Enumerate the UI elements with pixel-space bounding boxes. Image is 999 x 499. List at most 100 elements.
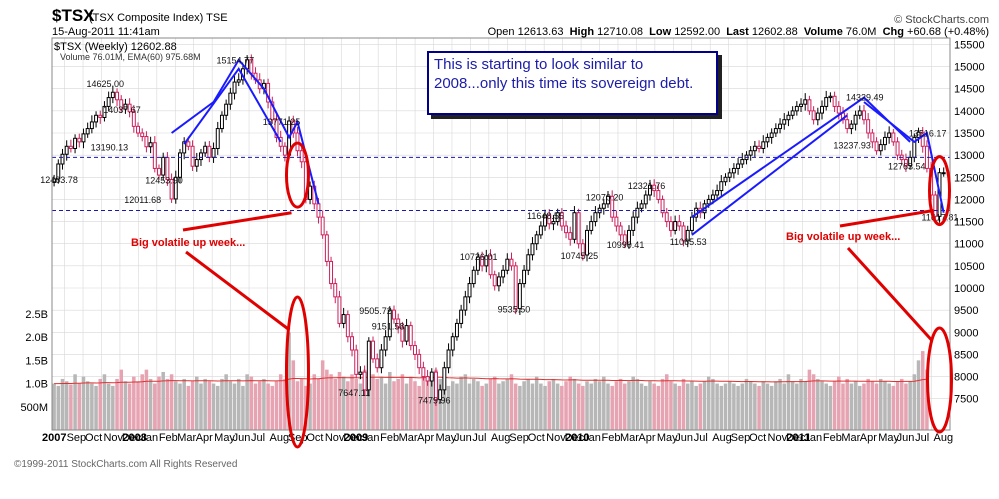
ohlc-body bbox=[467, 283, 472, 298]
volume-bar bbox=[161, 371, 165, 430]
ohlc-body bbox=[916, 131, 921, 138]
month-tick-label: Jun bbox=[454, 432, 472, 444]
ohlc-body bbox=[589, 221, 594, 231]
ohlc-bar bbox=[862, 104, 866, 125]
month-tick-label: Mar bbox=[399, 432, 418, 444]
volume-bar bbox=[127, 383, 132, 430]
ohlc-body bbox=[614, 216, 619, 227]
volume-bar bbox=[509, 374, 514, 430]
ohlc-bar bbox=[916, 127, 921, 144]
volume-bar bbox=[715, 383, 719, 430]
volume-bar bbox=[740, 383, 745, 430]
ohlc-bar bbox=[446, 343, 451, 374]
ohlc-body bbox=[110, 91, 115, 99]
price-label: 12070.20 bbox=[586, 192, 624, 202]
ohlc-bar bbox=[140, 128, 145, 142]
annotation-shapes bbox=[182, 141, 954, 449]
price-label: 14037.67 bbox=[103, 105, 141, 115]
volume-bar bbox=[576, 383, 581, 430]
price-tick-label: 8500 bbox=[954, 349, 978, 361]
month-tick-label: Jan bbox=[362, 432, 380, 444]
ohlc-body bbox=[224, 103, 229, 116]
open-label: Open bbox=[487, 26, 515, 38]
price-label: 10745.25 bbox=[561, 251, 599, 261]
ohlc-bar bbox=[60, 148, 65, 170]
ohlc-bar bbox=[337, 290, 342, 328]
volume-bar bbox=[547, 381, 552, 430]
ohlc-body bbox=[736, 163, 741, 169]
ohlc-bar bbox=[471, 266, 476, 288]
ohlc-bar bbox=[392, 305, 396, 324]
volume-bar bbox=[371, 374, 375, 430]
ohlc-bar bbox=[127, 98, 132, 118]
volume-bar bbox=[858, 385, 862, 430]
ohlc-body bbox=[585, 229, 589, 256]
last-label: Last bbox=[726, 26, 749, 38]
ohlc-body bbox=[354, 349, 359, 375]
ohlc-bar bbox=[551, 214, 556, 231]
ohlc-bar bbox=[903, 153, 908, 172]
volume-bar bbox=[744, 378, 749, 430]
ohlc-body bbox=[903, 159, 908, 167]
volume-bar bbox=[765, 383, 770, 430]
ohlc-bar bbox=[85, 122, 90, 138]
ohlc-body bbox=[778, 123, 783, 130]
month-tick-label: Feb bbox=[602, 432, 621, 444]
ohlc-body bbox=[878, 144, 883, 152]
ohlc-body bbox=[622, 234, 627, 245]
ohlc-bar bbox=[543, 209, 548, 231]
ohlc-body bbox=[576, 212, 581, 245]
volume-bar bbox=[228, 381, 233, 430]
ohlc-body bbox=[538, 225, 543, 236]
volume-bar bbox=[518, 385, 522, 430]
ohlc-bar bbox=[660, 195, 665, 218]
ohlc-body bbox=[358, 371, 363, 375]
ohlc-bar bbox=[194, 152, 199, 172]
ticker-full-name: (TSX Composite Index) TSE bbox=[89, 12, 228, 24]
ohlc-bar bbox=[81, 128, 86, 149]
volume-bar bbox=[920, 351, 925, 430]
volume-bar bbox=[81, 376, 86, 430]
ohlc-body bbox=[765, 136, 770, 143]
ohlc-body bbox=[534, 234, 539, 245]
price-tick-label: 12000 bbox=[954, 194, 985, 206]
ohlc-body bbox=[94, 114, 99, 123]
volume-bar bbox=[555, 383, 560, 430]
ohlc-bar bbox=[786, 111, 791, 127]
volume-bar bbox=[723, 383, 728, 430]
ohlc-body bbox=[131, 111, 136, 127]
volume-bar bbox=[413, 381, 417, 430]
ohlc-body bbox=[446, 349, 451, 369]
volume-bar bbox=[610, 385, 614, 430]
volume-bar bbox=[786, 374, 791, 430]
ohlc-bar bbox=[727, 168, 732, 183]
ohlc-bar bbox=[308, 181, 313, 205]
ohlc-bar bbox=[232, 76, 237, 100]
volume-bar bbox=[488, 378, 493, 430]
ohlc-body bbox=[920, 131, 925, 147]
ohlc-bar bbox=[643, 190, 648, 209]
volume-bar bbox=[891, 385, 896, 430]
volume-bar bbox=[392, 381, 396, 430]
price-label: 10990.41 bbox=[607, 240, 645, 250]
ohlc-body bbox=[236, 79, 241, 83]
volume-bar bbox=[534, 376, 539, 430]
volume-bar bbox=[685, 383, 690, 430]
ohlc-bar bbox=[354, 344, 359, 379]
ohlc-body bbox=[459, 309, 464, 324]
volume-bar bbox=[77, 383, 82, 430]
ohlc-bar bbox=[635, 201, 640, 224]
ohlc-bar bbox=[228, 87, 233, 110]
ohlc-bar bbox=[236, 73, 241, 87]
ohlc-bar bbox=[383, 330, 388, 357]
ohlc-bar bbox=[454, 318, 459, 341]
low-value: 12592.00 bbox=[674, 26, 721, 38]
ohlc-body bbox=[887, 132, 892, 138]
volume-bar bbox=[501, 381, 505, 430]
volume-bar bbox=[383, 383, 388, 430]
month-tick-label: May bbox=[436, 432, 457, 444]
month-tick-label: Jan bbox=[804, 432, 822, 444]
month-tick-label: Mar bbox=[620, 432, 639, 444]
quote-summary: Open 12613.63 High 12710.08 Low 12592.00… bbox=[488, 26, 989, 38]
ohlc-body bbox=[442, 367, 447, 391]
